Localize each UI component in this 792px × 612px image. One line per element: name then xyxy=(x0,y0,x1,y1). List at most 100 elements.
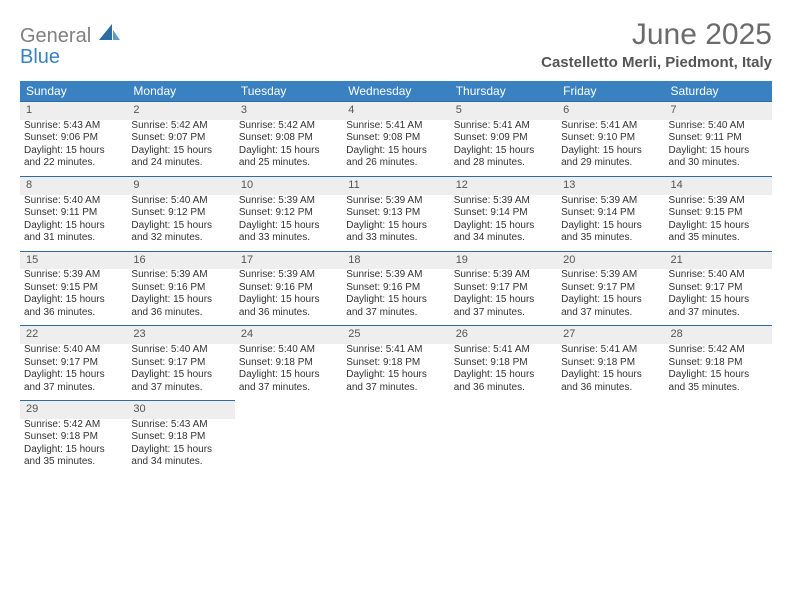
day-number: 18 xyxy=(342,251,449,269)
day-cell: Sunrise: 5:41 AMSunset: 9:10 PMDaylight:… xyxy=(557,120,664,177)
empty-cell xyxy=(450,401,557,419)
sunrise-line: Sunrise: 5:39 AM xyxy=(346,269,445,282)
day-cell: Sunrise: 5:42 AMSunset: 9:18 PMDaylight:… xyxy=(665,344,772,401)
daylight-line: Daylight: 15 hours and 32 minutes. xyxy=(131,220,230,245)
sunrise-line: Sunrise: 5:40 AM xyxy=(24,344,123,357)
day-content-row: Sunrise: 5:42 AMSunset: 9:18 PMDaylight:… xyxy=(20,419,772,475)
sunset-line: Sunset: 9:17 PM xyxy=(669,282,768,295)
sunrise-line: Sunrise: 5:43 AM xyxy=(131,419,230,432)
day-cell: Sunrise: 5:40 AMSunset: 9:11 PMDaylight:… xyxy=(20,195,127,252)
sunrise-line: Sunrise: 5:42 AM xyxy=(239,120,338,133)
day-number: 27 xyxy=(557,326,664,344)
day-number: 19 xyxy=(450,251,557,269)
sunset-line: Sunset: 9:14 PM xyxy=(561,207,660,220)
day-number: 10 xyxy=(235,176,342,194)
sunset-line: Sunset: 9:07 PM xyxy=(131,132,230,145)
sunrise-line: Sunrise: 5:40 AM xyxy=(239,344,338,357)
empty-cell xyxy=(665,401,772,419)
daylight-line: Daylight: 15 hours and 35 minutes. xyxy=(561,220,660,245)
day-number: 2 xyxy=(127,102,234,120)
day-number: 29 xyxy=(20,401,127,419)
sunrise-line: Sunrise: 5:42 AM xyxy=(131,120,230,133)
day-cell: Sunrise: 5:39 AMSunset: 9:16 PMDaylight:… xyxy=(342,269,449,326)
day-number: 11 xyxy=(342,176,449,194)
sunset-line: Sunset: 9:11 PM xyxy=(24,207,123,220)
weekday-header: Thursday xyxy=(450,81,557,102)
day-cell: Sunrise: 5:39 AMSunset: 9:17 PMDaylight:… xyxy=(557,269,664,326)
sunset-line: Sunset: 9:08 PM xyxy=(346,132,445,145)
empty-cell xyxy=(557,419,664,475)
weekday-header: Monday xyxy=(127,81,234,102)
day-number: 3 xyxy=(235,102,342,120)
day-number: 14 xyxy=(665,176,772,194)
daylight-line: Daylight: 15 hours and 34 minutes. xyxy=(131,444,230,469)
day-cell: Sunrise: 5:40 AMSunset: 9:11 PMDaylight:… xyxy=(665,120,772,177)
daylight-line: Daylight: 15 hours and 24 minutes. xyxy=(131,145,230,170)
header-row: General Blue June 2025 Castelletto Merli… xyxy=(20,18,772,71)
day-number: 8 xyxy=(20,176,127,194)
sunset-line: Sunset: 9:14 PM xyxy=(454,207,553,220)
day-cell: Sunrise: 5:39 AMSunset: 9:15 PMDaylight:… xyxy=(20,269,127,326)
sunrise-line: Sunrise: 5:40 AM xyxy=(669,269,768,282)
day-cell: Sunrise: 5:41 AMSunset: 9:18 PMDaylight:… xyxy=(557,344,664,401)
daylight-line: Daylight: 15 hours and 30 minutes. xyxy=(669,145,768,170)
day-number: 22 xyxy=(20,326,127,344)
day-cell: Sunrise: 5:42 AMSunset: 9:18 PMDaylight:… xyxy=(20,419,127,475)
sunset-line: Sunset: 9:10 PM xyxy=(561,132,660,145)
sunset-line: Sunset: 9:18 PM xyxy=(454,357,553,370)
sunset-line: Sunset: 9:16 PM xyxy=(239,282,338,295)
sunrise-line: Sunrise: 5:39 AM xyxy=(346,195,445,208)
sunset-line: Sunset: 9:18 PM xyxy=(561,357,660,370)
day-number-row: 15161718192021 xyxy=(20,251,772,269)
daylight-line: Daylight: 15 hours and 37 minutes. xyxy=(561,294,660,319)
day-number: 12 xyxy=(450,176,557,194)
sunset-line: Sunset: 9:18 PM xyxy=(131,431,230,444)
sunrise-line: Sunrise: 5:41 AM xyxy=(346,120,445,133)
daylight-line: Daylight: 15 hours and 36 minutes. xyxy=(131,294,230,319)
sunrise-line: Sunrise: 5:40 AM xyxy=(669,120,768,133)
brand-word-1: General xyxy=(20,25,91,47)
day-number: 13 xyxy=(557,176,664,194)
day-number-row: 1234567 xyxy=(20,102,772,120)
sunset-line: Sunset: 9:17 PM xyxy=(454,282,553,295)
day-number: 23 xyxy=(127,326,234,344)
daylight-line: Daylight: 15 hours and 31 minutes. xyxy=(24,220,123,245)
day-number: 6 xyxy=(557,102,664,120)
day-cell: Sunrise: 5:40 AMSunset: 9:18 PMDaylight:… xyxy=(235,344,342,401)
day-number: 4 xyxy=(342,102,449,120)
sunset-line: Sunset: 9:15 PM xyxy=(24,282,123,295)
daylight-line: Daylight: 15 hours and 37 minutes. xyxy=(346,369,445,394)
day-cell: Sunrise: 5:42 AMSunset: 9:08 PMDaylight:… xyxy=(235,120,342,177)
page-title: June 2025 xyxy=(541,18,772,52)
day-cell: Sunrise: 5:41 AMSunset: 9:18 PMDaylight:… xyxy=(450,344,557,401)
daylight-line: Daylight: 15 hours and 36 minutes. xyxy=(24,294,123,319)
day-cell: Sunrise: 5:40 AMSunset: 9:17 PMDaylight:… xyxy=(127,344,234,401)
day-cell: Sunrise: 5:40 AMSunset: 9:17 PMDaylight:… xyxy=(665,269,772,326)
daylight-line: Daylight: 15 hours and 37 minutes. xyxy=(24,369,123,394)
day-number: 21 xyxy=(665,251,772,269)
daylight-line: Daylight: 15 hours and 37 minutes. xyxy=(239,369,338,394)
day-number: 20 xyxy=(557,251,664,269)
sunrise-line: Sunrise: 5:43 AM xyxy=(24,120,123,133)
weekday-header: Friday xyxy=(557,81,664,102)
sunset-line: Sunset: 9:11 PM xyxy=(669,132,768,145)
day-number: 5 xyxy=(450,102,557,120)
empty-cell xyxy=(557,401,664,419)
daylight-line: Daylight: 15 hours and 37 minutes. xyxy=(346,294,445,319)
sunset-line: Sunset: 9:18 PM xyxy=(346,357,445,370)
calendar-page: General Blue June 2025 Castelletto Merli… xyxy=(0,0,792,612)
day-cell: Sunrise: 5:41 AMSunset: 9:09 PMDaylight:… xyxy=(450,120,557,177)
daylight-line: Daylight: 15 hours and 26 minutes. xyxy=(346,145,445,170)
day-cell: Sunrise: 5:39 AMSunset: 9:17 PMDaylight:… xyxy=(450,269,557,326)
sunset-line: Sunset: 9:08 PM xyxy=(239,132,338,145)
sunrise-line: Sunrise: 5:39 AM xyxy=(561,195,660,208)
day-number: 17 xyxy=(235,251,342,269)
daylight-line: Daylight: 15 hours and 25 minutes. xyxy=(239,145,338,170)
day-number: 26 xyxy=(450,326,557,344)
day-cell: Sunrise: 5:39 AMSunset: 9:16 PMDaylight:… xyxy=(235,269,342,326)
brand-text: General Blue xyxy=(20,24,121,68)
sunrise-line: Sunrise: 5:41 AM xyxy=(454,344,553,357)
weekday-header-row: Sunday Monday Tuesday Wednesday Thursday… xyxy=(20,81,772,102)
sunrise-line: Sunrise: 5:39 AM xyxy=(454,269,553,282)
sunrise-line: Sunrise: 5:39 AM xyxy=(454,195,553,208)
